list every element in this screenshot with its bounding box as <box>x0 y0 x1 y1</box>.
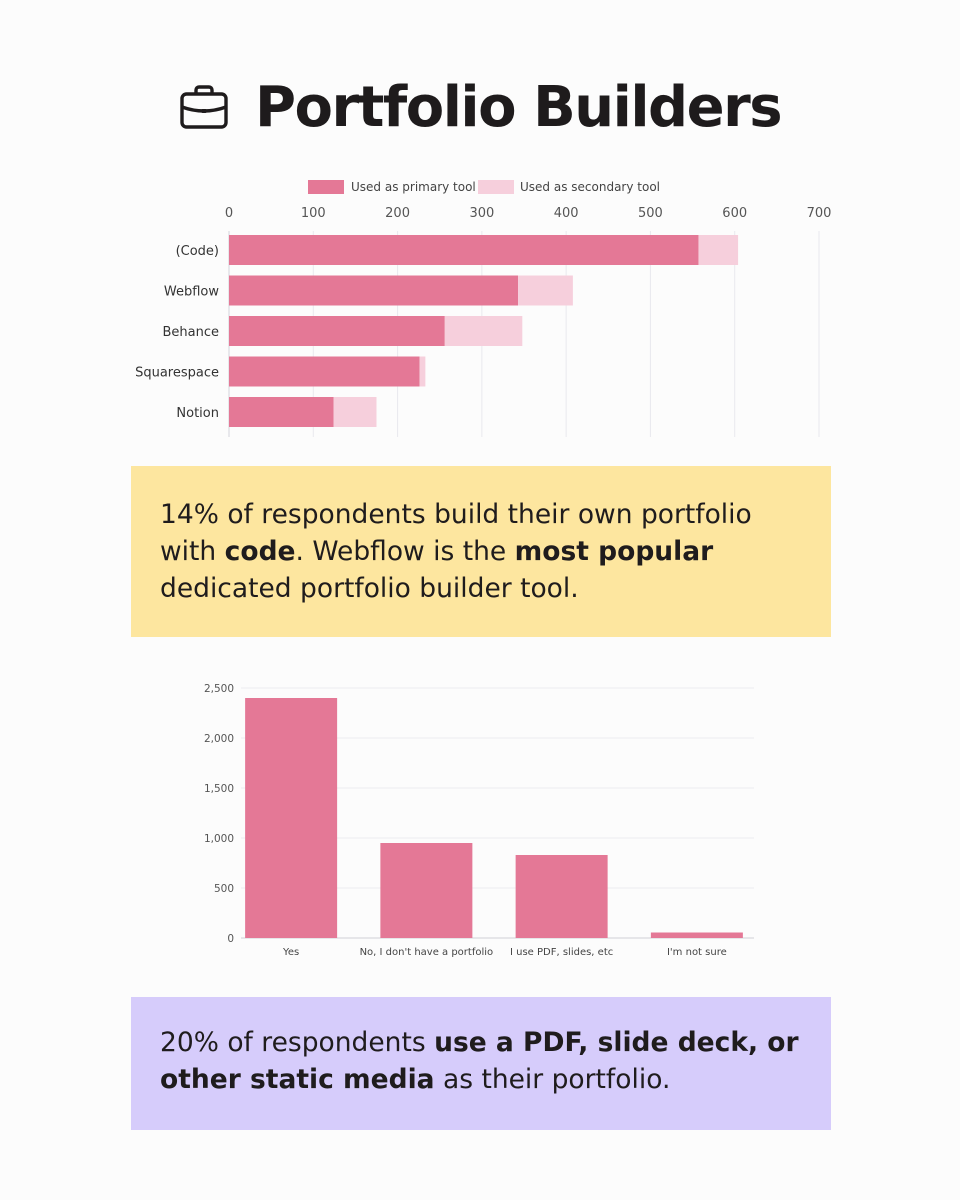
x-tick-label: 200 <box>385 206 410 221</box>
callout-text-segment: dedicated portfolio builder tool. <box>160 573 579 604</box>
bar-secondary-3 <box>419 356 426 387</box>
bar-primary-1 <box>229 275 519 306</box>
callout-text-segment: 20% of respondents <box>160 1027 435 1058</box>
y-category-label: (Code) <box>176 244 219 259</box>
callout-text-segment: as their portfolio. <box>434 1064 671 1095</box>
bar-secondary-1 <box>518 275 573 306</box>
bar-primary-2 <box>229 316 445 346</box>
bar-secondary-2 <box>444 316 523 346</box>
callout-code-webflow: 14% of respondents build their own portf… <box>131 466 831 637</box>
briefcase-icon <box>180 85 228 129</box>
y-tick-label: 1,000 <box>204 833 234 845</box>
legend-swatch-primary <box>308 180 344 194</box>
x-category-label: I'm not sure <box>667 947 727 958</box>
x-tick-label: 400 <box>554 206 579 221</box>
bar-primary-3 <box>229 356 420 387</box>
y-category-label: Webflow <box>164 285 219 300</box>
legend-swatch-secondary <box>478 180 514 194</box>
x-category-label: No, I don't have a portfolio <box>360 947 494 958</box>
callout-text-segment: 14% of respondents build their own portf… <box>160 499 752 567</box>
bar-secondary-4 <box>333 397 377 427</box>
callout-static-media: 20% of respondents use a PDF, slide deck… <box>131 997 831 1130</box>
y-tick-label: 1,500 <box>204 783 234 795</box>
chart-legend: Used as primary tool Used as secondary to… <box>308 180 660 194</box>
page-title: Portfolio Builders <box>254 74 783 140</box>
bar-1 <box>380 843 473 938</box>
callout-text-segment: . Webflow is the <box>295 536 515 567</box>
legend-label-secondary: Used as secondary tool <box>520 180 660 194</box>
callout-text-segment: code <box>224 536 296 567</box>
y-category-label: Notion <box>176 406 219 421</box>
bar-primary-4 <box>229 397 334 427</box>
bar-2 <box>515 855 608 938</box>
bar-3 <box>650 932 743 938</box>
legend-label-primary: Used as primary tool <box>351 180 476 194</box>
x-tick-label: 100 <box>301 206 326 221</box>
x-category-label: Yes <box>282 947 299 958</box>
y-category-label: Behance <box>162 325 219 340</box>
tools-bar-chart: Used as primary tool Used as secondary to… <box>135 180 832 437</box>
x-category-label: I use PDF, slides, etc <box>510 947 613 958</box>
x-tick-label: 500 <box>638 206 663 221</box>
bar-0 <box>245 698 338 938</box>
y-tick-label: 2,500 <box>204 683 234 695</box>
bar-primary-0 <box>229 235 699 265</box>
y-tick-label: 0 <box>227 933 234 945</box>
portfolio-bar-chart: 0 500 1,000 1,500 2,000 2,500 Yes No, I don't h… <box>204 683 754 958</box>
y-tick-label: 2,000 <box>204 733 234 745</box>
bar-secondary-0 <box>698 235 739 265</box>
x-tick-label: 0 <box>225 206 233 221</box>
y-category-label: Squarespace <box>135 366 219 381</box>
y-tick-label: 500 <box>214 883 234 895</box>
x-tick-label: 600 <box>722 206 747 221</box>
callout-text-segment: use a PDF, slide deck, or other static m… <box>160 1027 799 1095</box>
title-row: Portfolio Builders <box>0 62 960 152</box>
callout-text-segment: most popular <box>514 536 714 567</box>
x-tick-label: 300 <box>469 206 494 221</box>
x-tick-label: 700 <box>807 206 832 221</box>
